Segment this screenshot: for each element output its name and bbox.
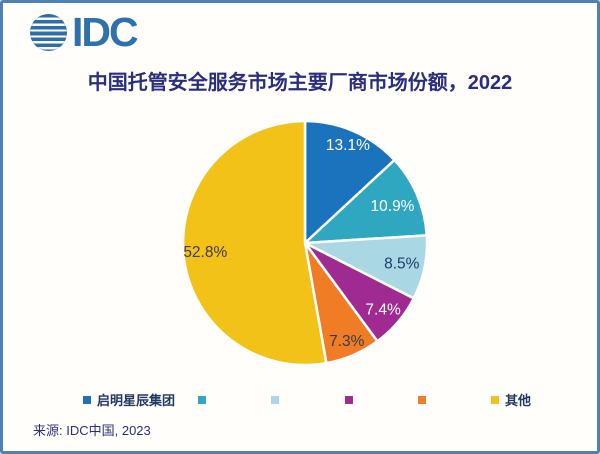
- legend-swatch-icon: [83, 395, 91, 404]
- pie-data-label: 10.9%: [371, 198, 415, 215]
- legend-label: 启明星辰集团: [97, 393, 176, 408]
- pie-data-label: 7.3%: [329, 333, 365, 350]
- chart-title: 中国托管安全服务市场主要厂商市场份额，2022: [87, 72, 513, 94]
- legend-item: [198, 395, 248, 404]
- legend-swatch-icon: [198, 395, 207, 404]
- legend-swatch-icon: [490, 395, 499, 404]
- pie-slice: [181, 119, 328, 367]
- legend-item: [417, 395, 468, 404]
- pie-data-label: 52.8%: [183, 244, 227, 261]
- idc-logo: IDC: [30, 9, 139, 55]
- legend-item: [344, 395, 395, 404]
- pie-chart: 13.1% 10.9% 8.5% 7.4%7.3% 52.8%: [181, 119, 429, 367]
- pie-data-label: 7.4%: [365, 302, 401, 319]
- source-note: 来源: IDC中国, 2023: [33, 423, 151, 438]
- legend-swatch-icon: [417, 395, 426, 404]
- legend-item: 其他: [490, 390, 531, 409]
- idc-logo-text: IDC: [72, 9, 139, 55]
- pie-slice: [303, 119, 396, 245]
- chart-legend: 启明星辰集团 其他: [83, 390, 531, 409]
- legend-swatch-icon: [344, 395, 353, 404]
- legend-swatch-icon: [271, 395, 280, 404]
- pie-data-label: 13.1%: [326, 137, 370, 154]
- legend-item: [271, 395, 321, 404]
- legend-item: 启明星辰集团: [83, 390, 175, 409]
- idc-globe-icon: [30, 14, 67, 51]
- pie-slice: [303, 158, 429, 245]
- legend-label: 其他: [504, 393, 531, 408]
- pie-data-label: 8.5%: [384, 255, 420, 272]
